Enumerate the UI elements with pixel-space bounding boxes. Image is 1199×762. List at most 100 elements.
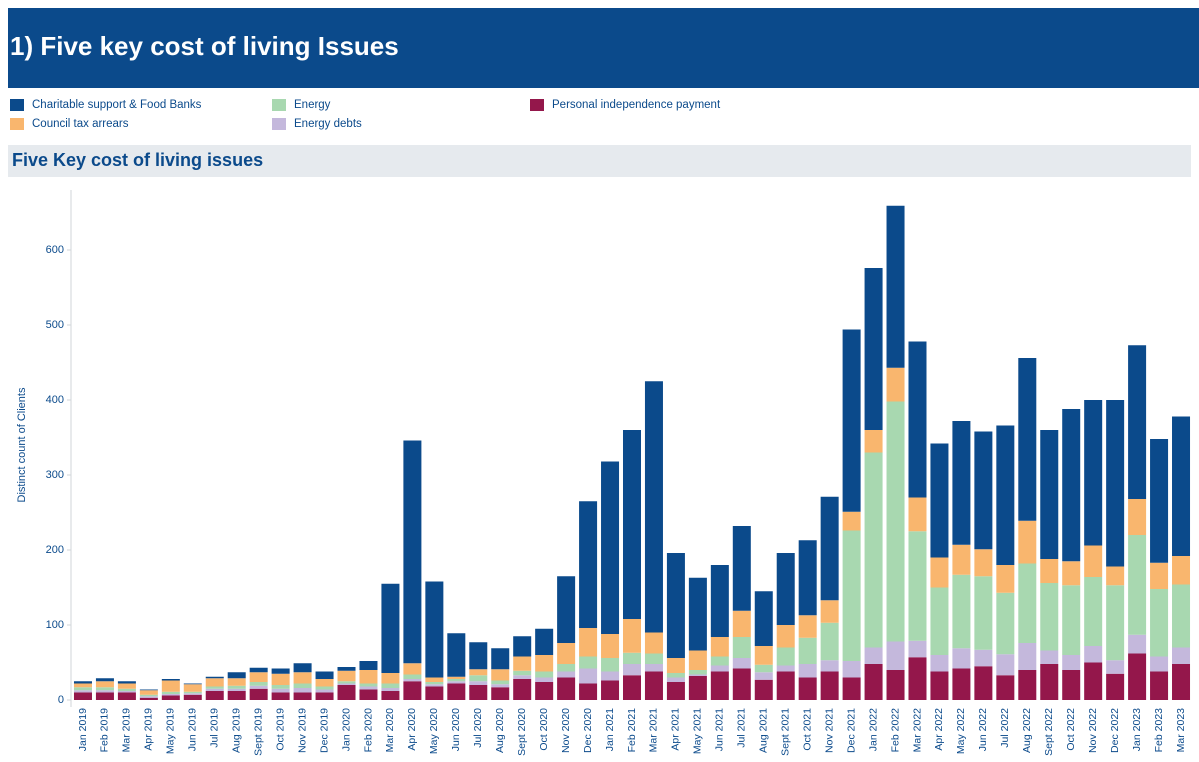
bar-segment bbox=[908, 497, 927, 532]
legend-swatch bbox=[272, 118, 286, 130]
bar-segment bbox=[117, 681, 136, 684]
bar-segment bbox=[1172, 416, 1191, 556]
bar-segment bbox=[842, 329, 861, 512]
bar-segment bbox=[732, 637, 751, 658]
bar-segment bbox=[688, 650, 707, 670]
bar-segment bbox=[820, 496, 839, 601]
bar-segment bbox=[1172, 556, 1191, 585]
bar-segment bbox=[491, 687, 510, 700]
bar-segment bbox=[315, 671, 334, 679]
bar-segment bbox=[930, 443, 949, 558]
bar-segment bbox=[996, 425, 1015, 565]
bar-segment bbox=[139, 694, 158, 697]
bar-segment bbox=[513, 675, 532, 679]
bar-segment bbox=[886, 641, 905, 670]
bar-segment bbox=[359, 689, 378, 700]
bar-segment bbox=[469, 669, 488, 676]
bar-segment bbox=[1106, 585, 1125, 661]
bar-segment bbox=[974, 666, 993, 700]
bar-segment bbox=[315, 679, 334, 687]
x-tick-label: Jul 2022 bbox=[999, 708, 1011, 748]
bar-segment bbox=[1084, 545, 1103, 577]
x-tick-label: Sept 2022 bbox=[1043, 708, 1055, 756]
x-tick-label: Nov 2021 bbox=[823, 708, 835, 753]
legend-swatch bbox=[530, 99, 544, 111]
bar-segment bbox=[1150, 589, 1169, 657]
bar-segment bbox=[952, 544, 971, 575]
bar-segment bbox=[249, 688, 268, 700]
bar-segment bbox=[381, 691, 400, 700]
bar-segment bbox=[337, 685, 356, 700]
bar-segment bbox=[513, 636, 532, 657]
bar-segment bbox=[974, 649, 993, 667]
bar-segment bbox=[996, 565, 1015, 593]
bar-segment bbox=[754, 646, 773, 665]
bar-segment bbox=[403, 663, 422, 675]
bar-segment bbox=[710, 637, 729, 657]
bar-segment bbox=[183, 691, 202, 694]
y-tick-label: 200 bbox=[46, 544, 64, 556]
y-tick-label: 400 bbox=[46, 394, 64, 406]
bar-segment bbox=[1062, 561, 1081, 586]
legend-label: Energy bbox=[294, 99, 331, 111]
bar-segment bbox=[798, 615, 817, 638]
x-tick-label: Jul 2021 bbox=[736, 708, 748, 748]
bar-segment bbox=[183, 694, 202, 700]
bar-segment bbox=[820, 660, 839, 672]
bar-segment bbox=[688, 674, 707, 676]
bar-segment bbox=[974, 431, 993, 550]
bar-segment bbox=[95, 681, 114, 688]
bar-segment bbox=[557, 677, 576, 700]
bar-segment bbox=[996, 675, 1015, 700]
bar-segment bbox=[425, 677, 444, 682]
bar-segment bbox=[95, 690, 114, 693]
bar-segment bbox=[1172, 664, 1191, 700]
bar-segment bbox=[930, 655, 949, 672]
legend-swatch bbox=[10, 99, 24, 111]
legend-swatch bbox=[10, 118, 24, 130]
bar-segment bbox=[798, 540, 817, 616]
bar-segment bbox=[403, 674, 422, 679]
bar-segment bbox=[315, 689, 334, 693]
bar-segment bbox=[161, 694, 180, 696]
bar-segment bbox=[1062, 409, 1081, 562]
bar-segment bbox=[403, 681, 422, 700]
bar-segment bbox=[644, 671, 663, 700]
bar-segment bbox=[1150, 671, 1169, 700]
bar-segment bbox=[996, 654, 1015, 676]
bar-segment bbox=[249, 672, 268, 682]
x-tick-label: Oct 2021 bbox=[801, 708, 813, 751]
bar-segment bbox=[710, 671, 729, 700]
bar-segment bbox=[1040, 664, 1059, 700]
bar-segment bbox=[666, 553, 685, 658]
bar-segment bbox=[1128, 634, 1147, 654]
bar-segment bbox=[1106, 660, 1125, 674]
bar-segment bbox=[952, 574, 971, 649]
bar-segment bbox=[579, 656, 598, 669]
bar-segment bbox=[622, 652, 642, 664]
bar-segment bbox=[666, 682, 685, 700]
x-tick-label: Feb 2019 bbox=[99, 708, 111, 753]
chart-subtitle: Five Key cost of living issues bbox=[12, 150, 263, 170]
bar-segment bbox=[403, 679, 422, 682]
x-tick-label: Nov 2019 bbox=[296, 708, 308, 753]
x-tick-label: Mar 2022 bbox=[911, 708, 923, 753]
x-tick-label: Sept 2020 bbox=[516, 708, 528, 756]
bar-segment bbox=[535, 682, 554, 700]
bar-segment bbox=[1128, 499, 1147, 535]
bar-segment bbox=[535, 628, 554, 655]
bar-segment bbox=[491, 684, 510, 688]
bar-segment bbox=[227, 691, 246, 700]
x-tick-label: Oct 2022 bbox=[1065, 708, 1077, 751]
y-axis-label: Distinct count of Clients bbox=[16, 387, 28, 502]
bar-segment bbox=[513, 670, 532, 676]
bar-segment bbox=[886, 670, 905, 700]
bar-segment bbox=[205, 678, 224, 687]
x-tick-label: Sept 2019 bbox=[252, 708, 264, 756]
y-tick-label: 100 bbox=[46, 619, 64, 631]
bar-segment bbox=[1018, 358, 1037, 521]
bar-segment bbox=[579, 683, 598, 700]
bar-segment bbox=[447, 679, 466, 682]
x-tick-label: Jan 2023 bbox=[1131, 708, 1143, 751]
bar-segment bbox=[491, 648, 510, 670]
